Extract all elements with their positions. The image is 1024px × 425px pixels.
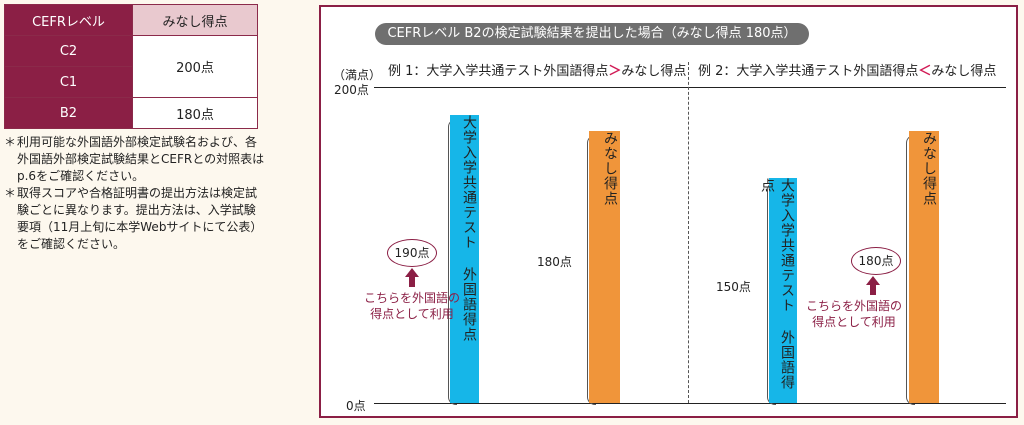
diagram-title: CEFRレベル B2の検定試験結果を提出した場合（みなし得点 180点） — [375, 23, 809, 45]
ex1-use-note-line2: 得点として利用 — [370, 307, 454, 321]
ex1-use-note-line1: こちらを外国語の — [364, 291, 461, 305]
ex2-bar2: みなし得点 — [909, 130, 939, 403]
ex1-bar2-label: みなし得点 — [602, 130, 618, 206]
diagram-frame — [319, 5, 1018, 418]
example2-comparator: ＜ — [918, 64, 932, 79]
note-item: ＊ 取得スコアや合格証明書の提出方法は検定試験ごとに異なります。提出方法は、入学… — [4, 185, 266, 253]
example2-header: 例 2：大学入学共通テスト外国語得点＜みなし得点 — [698, 60, 996, 79]
ex2-use-note-line2: 得点として利用 — [812, 315, 896, 329]
axis-min-label: 0点 — [346, 399, 366, 413]
example1-suffix: みなし得点 — [621, 64, 687, 79]
ex2-bar2-label: みなし得点 — [921, 130, 937, 206]
notes: ＊ 利用可能な外国語外部検定試験名および、各外国語外部検定試験結果とCEFRとの… — [4, 134, 266, 253]
note-mark: ＊ — [4, 135, 17, 149]
table-level-c2: C2 — [4, 35, 133, 67]
ex1-bar2: みなし得点 — [589, 130, 620, 403]
note-text: 利用可能な外国語外部検定試験名および、各外国語外部検定試験結果とCEFRとの対照… — [17, 135, 265, 183]
table-score-b2: 180点 — [132, 97, 258, 129]
note-mark: ＊ — [4, 186, 17, 200]
axis-unit-label: （満点） — [333, 68, 382, 82]
table-level-c1: C1 — [4, 66, 133, 98]
table-score-c2-c1: 200点 — [132, 35, 258, 98]
table-header-score: みなし得点 — [132, 4, 258, 36]
ex2-bar1-score: 150点 — [716, 280, 751, 294]
cefr-table: CEFRレベル みなし得点 C2 200点 C1 B2 180点 — [4, 4, 258, 129]
example1-comparator: ＞ — [608, 64, 622, 79]
ex2-selected-score: 180点 — [851, 247, 901, 275]
table-header-level: CEFRレベル — [4, 4, 133, 36]
divider-line — [688, 62, 689, 403]
ex1-bar2-score: 180点 — [537, 255, 572, 269]
ex2-use-note: こちらを外国語の 得点として利用 — [806, 298, 902, 330]
baseline — [374, 403, 1006, 404]
example2-prefix: 例 2：大学入学共通テスト外国語得点 — [698, 64, 919, 79]
max-line — [374, 87, 1006, 88]
note-text: 取得スコアや合格証明書の提出方法は検定試験ごとに異なります。提出方法は、入学試験… — [17, 186, 263, 251]
ex2-use-note-line1: こちらを外国語の — [806, 299, 903, 313]
example1-prefix: 例 1：大学入学共通テスト外国語得点 — [388, 64, 609, 79]
ex1-selected-score: 190点 — [387, 239, 437, 267]
ex1-use-note: こちらを外国語の 得点として利用 — [364, 290, 460, 322]
ex1-bar1-label: 大学入学共通テスト 外国語得点 — [461, 114, 477, 342]
note-item: ＊ 利用可能な外国語外部検定試験名および、各外国語外部検定試験結果とCEFRとの… — [4, 134, 266, 185]
table-level-b2: B2 — [4, 97, 133, 129]
ex2-bar1-label: 大学入学共通テスト 外国語得点 — [759, 178, 795, 390]
axis-max-label: 200点 — [334, 83, 369, 97]
example1-header: 例 1：大学入学共通テスト外国語得点＞みなし得点 — [388, 60, 686, 79]
ex2-bar1: 大学入学共通テスト 外国語得点 — [759, 178, 797, 403]
example2-suffix: みなし得点 — [931, 64, 997, 79]
ex1-bar1: 大学入学共通テスト 外国語得点 — [450, 114, 479, 403]
